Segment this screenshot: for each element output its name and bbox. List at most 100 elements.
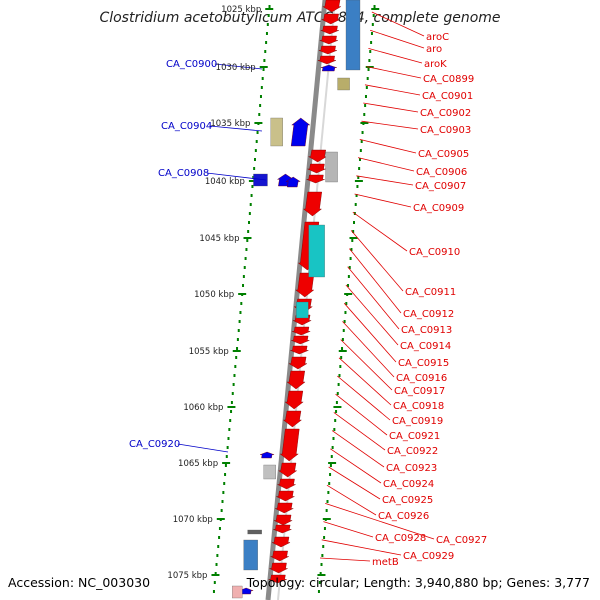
ruler-right-dot (364, 104, 367, 107)
forward-gene (286, 370, 306, 390)
ruler-right-dot (326, 500, 329, 503)
scale-ruler (211, 5, 380, 593)
ruler-right-dot (338, 374, 341, 377)
ruler-right-dot (339, 365, 342, 368)
ruler-right-dot (352, 230, 355, 233)
ruler-left-dot (216, 554, 219, 557)
gene-label: CA_C0920 (129, 439, 180, 450)
scale-tick-label: 1040 kbp (205, 177, 245, 187)
label-leader (354, 193, 412, 208)
ruler-right-dot (370, 32, 373, 35)
forward-gene (271, 536, 291, 548)
gene-label: CA_C0911 (405, 287, 456, 298)
ruler-left-dot (225, 455, 228, 458)
ruler-left-dot (235, 356, 238, 359)
label-leader (352, 211, 408, 252)
forward-gene (277, 478, 296, 490)
ruler-left-dot (260, 86, 263, 89)
ruler-left-dot (230, 410, 233, 413)
label-leader (331, 430, 385, 468)
ruler-right-dot (322, 545, 325, 548)
ruler-right-dot (370, 41, 373, 44)
label-leader (326, 484, 377, 516)
gene-label: CA_C0927 (436, 535, 487, 546)
gene-label: CA_C0899 (423, 74, 474, 85)
ruler-right-dot (328, 482, 331, 485)
ruler-left-dot (220, 509, 223, 512)
feature-box (253, 173, 268, 187)
ruler-right-dot (353, 221, 356, 224)
gene-label: CA_C0919 (392, 416, 443, 427)
ruler-left-dot (261, 77, 264, 80)
ruler-right-dot (373, 5, 376, 8)
ruler-right-dot (342, 329, 345, 332)
ruler-right-dot (335, 410, 338, 413)
ruler-left-dot (259, 95, 262, 98)
feature-box (345, 0, 361, 71)
ruler-right-dot (334, 419, 337, 422)
forward-gene (290, 345, 309, 355)
ruler-left-dot (223, 482, 226, 485)
ruler-right-dot (357, 176, 360, 179)
ruler-right-dot (329, 473, 332, 476)
label-leader (338, 357, 392, 406)
ruler-left-dot (245, 248, 248, 251)
label-leader (350, 230, 404, 292)
ruler-left-dot (236, 347, 239, 350)
forward-gene (320, 25, 339, 35)
ruler-right-dot (363, 113, 366, 116)
ruler-left-dot (243, 266, 246, 269)
label-leader (356, 175, 414, 186)
forward-gene (278, 462, 298, 478)
ruler-left-dot (232, 383, 235, 386)
ruler-right-dot (366, 77, 369, 80)
forward-gene (270, 550, 289, 562)
ruler-left-dot (248, 221, 251, 224)
forward-gene (307, 149, 328, 163)
forward-gene (317, 55, 336, 65)
gene-label: CA_C0903 (420, 125, 471, 136)
ruler-left-dot (240, 302, 243, 305)
label-leader (177, 443, 229, 453)
label-leader (357, 157, 415, 172)
ruler-left-dot (212, 590, 215, 593)
feature-box (263, 464, 276, 480)
ruler-right-dot (332, 437, 335, 440)
ruler-right-dot (336, 392, 339, 395)
ruler-left-dot (217, 545, 220, 548)
ruler-right-dot (323, 536, 326, 539)
feature-box (243, 539, 258, 571)
ruler-right-dot (364, 95, 367, 98)
gene-label: CA_C0922 (387, 446, 438, 457)
forward-gene (307, 163, 326, 174)
feature-box (247, 529, 262, 535)
ruler-left-dot (237, 329, 240, 332)
label-leader (361, 120, 419, 130)
forward-gene (274, 514, 293, 526)
forward-gene (319, 35, 338, 45)
forward-gene (276, 490, 295, 502)
gene-label: CA_C0907 (415, 181, 466, 192)
label-leader (343, 302, 397, 363)
gene-label: CA_C0916 (396, 373, 447, 384)
ruler-right-dot (369, 50, 372, 53)
label-leader (347, 266, 400, 330)
ruler-right-dot (319, 572, 322, 575)
ruler-right-dot (335, 401, 338, 404)
ruler-right-dot (361, 131, 364, 134)
label-leader (325, 503, 435, 540)
label-leader (337, 375, 391, 421)
ruler-left-dot (244, 257, 247, 260)
ruler-left-dot (251, 185, 254, 188)
ruler-left-dot (250, 194, 253, 197)
reverse-gene (259, 451, 275, 459)
forward-gene (306, 174, 325, 184)
scale-tick-label: 1035 kbp (210, 119, 250, 129)
ruler-left-dot (242, 275, 245, 278)
ruler-right-dot (367, 68, 370, 71)
ruler-right-dot (343, 320, 346, 323)
forward-gene (268, 574, 287, 584)
ruler-left-dot (214, 572, 217, 575)
label-leader (359, 139, 417, 154)
label-leader (368, 48, 423, 64)
